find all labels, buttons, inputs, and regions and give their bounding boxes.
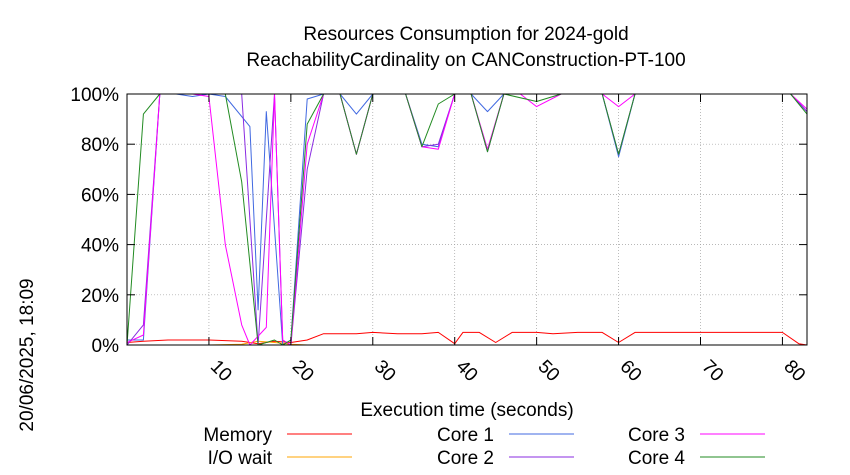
grid <box>127 94 807 345</box>
legend-label-core-1: Core 1 <box>437 425 494 446</box>
y-tick-label: 80% <box>81 135 119 156</box>
plot-frame <box>126 93 808 346</box>
y-tick-label: 0% <box>92 336 120 357</box>
chart-title-line-1: Resources Consumption for 2024-gold <box>303 24 628 45</box>
y-tick-label: 100% <box>70 85 119 106</box>
legend-label-i-o-wait: I/O wait <box>208 448 273 469</box>
y-tick-label: 60% <box>81 185 119 206</box>
y-tick-label: 20% <box>81 286 119 307</box>
legend-label-core-4: Core 4 <box>628 448 685 469</box>
legend-label-core-3: Core 3 <box>628 425 685 446</box>
timestamp-side-label: 20/06/2025, 18:09 <box>17 278 38 431</box>
chart-title-line-2: ReachabilityCardinality on CANConstructi… <box>246 50 685 71</box>
legend-label-memory: Memory <box>203 425 272 446</box>
y-tick-label: 40% <box>81 236 119 257</box>
legend-label-core-2: Core 2 <box>437 448 494 469</box>
x-axis-label: Execution time (seconds) <box>360 400 573 421</box>
